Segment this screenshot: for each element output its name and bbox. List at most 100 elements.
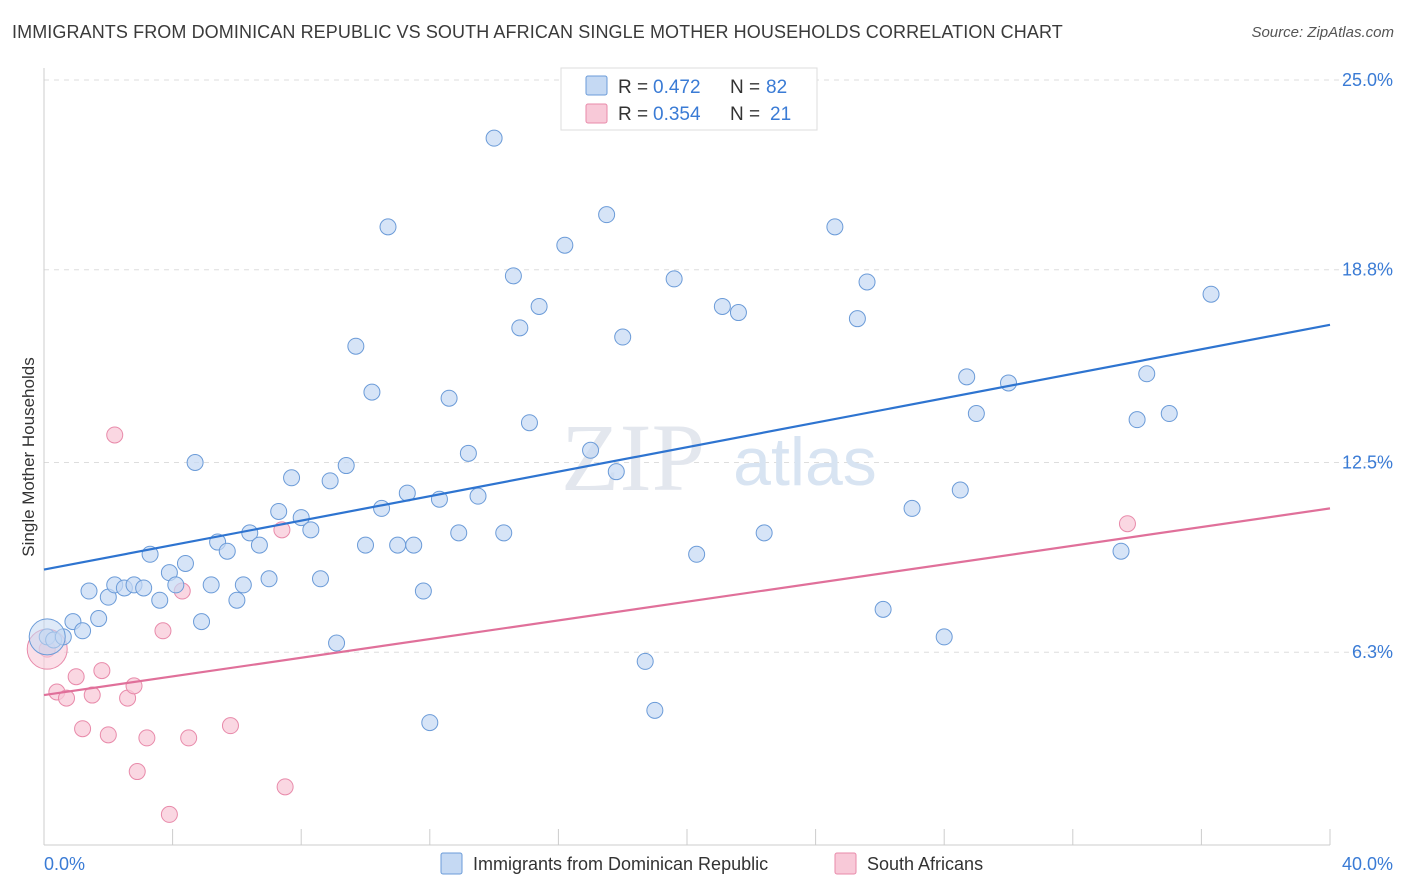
x-tick-label-max: 40.0%	[1342, 854, 1393, 874]
data-point-south-africans	[276, 778, 294, 796]
data-point-dominican-republic	[1112, 542, 1130, 560]
y-tick-label: 25.0%	[1342, 70, 1393, 90]
y-tick-label: 18.8%	[1342, 260, 1393, 280]
trendline-dominican-republic	[43, 323, 1331, 571]
y-tick-label: 12.5%	[1342, 453, 1393, 473]
data-point-dominican-republic	[389, 536, 407, 554]
legend-label-dominican-republic: Immigrants from Dominican Republic	[473, 854, 768, 874]
data-point-dominican-republic	[848, 310, 866, 328]
y-axis-label: Single Mother Households	[19, 357, 38, 556]
x-tick-label-min: 0.0%	[44, 854, 85, 874]
data-point-dominican-republic	[218, 542, 236, 560]
data-point-dominican-republic	[504, 267, 522, 285]
data-point-dominican-republic	[260, 570, 278, 588]
data-point-dominican-republic	[1160, 405, 1178, 423]
data-point-south-africans	[106, 426, 124, 444]
data-point-south-africans	[1118, 515, 1136, 533]
legend-swatch-south-africans	[834, 852, 857, 875]
data-point-dominican-republic	[421, 714, 439, 732]
data-point-dominican-republic	[202, 576, 220, 594]
trendline-south-africans	[43, 507, 1331, 697]
data-point-dominican-republic	[1202, 285, 1220, 303]
data-point-dominican-republic	[903, 499, 921, 517]
watermark-atlas: atlas	[733, 424, 877, 500]
legend-n-label: N =	[730, 77, 760, 98]
data-point-dominican-republic	[935, 628, 953, 646]
data-point-dominican-republic	[176, 554, 194, 572]
data-point-dominican-republic	[729, 304, 747, 322]
data-point-dominican-republic	[459, 444, 477, 462]
data-point-dominican-republic	[582, 441, 600, 459]
data-point-dominican-republic	[74, 622, 92, 640]
series-legend: Immigrants from Dominican Republic South…	[440, 852, 983, 875]
data-point-dominican-republic	[151, 591, 169, 609]
data-point-dominican-republic	[636, 652, 654, 670]
data-point-south-africans	[99, 726, 117, 744]
data-point-dominican-republic	[270, 502, 288, 520]
data-point-dominican-republic	[1138, 365, 1156, 383]
legend-r-label: R =	[618, 104, 648, 125]
gridlines	[44, 79, 1393, 653]
data-point-dominican-republic	[713, 297, 731, 315]
data-point-south-africans	[58, 689, 76, 707]
data-point-dominican-republic	[520, 414, 538, 432]
data-point-south-africans	[67, 668, 85, 686]
data-point-dominican-republic	[598, 206, 616, 224]
data-point-dominican-republic	[135, 579, 153, 597]
data-point-dominican-republic	[688, 545, 706, 563]
legend-n-value: 82	[766, 77, 787, 98]
data-point-dominican-republic	[311, 570, 329, 588]
data-point-dominican-republic	[250, 536, 268, 554]
data-point-dominican-republic	[646, 701, 664, 719]
data-point-dominican-republic	[328, 634, 346, 652]
data-point-dominican-republic	[379, 218, 397, 236]
data-point-dominican-republic	[405, 536, 423, 554]
data-point-dominican-republic	[614, 328, 632, 346]
data-point-dominican-republic	[302, 521, 320, 539]
data-point-dominican-republic	[167, 576, 185, 594]
data-point-south-africans	[160, 805, 178, 823]
legend-swatch-pink	[585, 103, 608, 124]
data-point-dominican-republic	[495, 524, 513, 542]
data-point-south-africans	[221, 717, 239, 735]
data-point-dominican-republic	[363, 383, 381, 401]
data-point-dominican-republic	[80, 582, 98, 600]
legend-n-value: 21	[770, 104, 791, 125]
data-point-dominican-republic	[1000, 374, 1017, 392]
data-point-dominican-republic	[874, 600, 892, 618]
data-point-dominican-republic	[228, 591, 246, 609]
legend-label-south-africans: South Africans	[867, 854, 983, 874]
data-point-dominican-republic	[90, 610, 108, 628]
data-point-dominican-republic	[511, 319, 529, 337]
data-point-south-africans	[180, 729, 198, 747]
data-point-dominican-republic	[440, 389, 458, 407]
data-point-dominican-republic	[556, 236, 574, 254]
data-point-dominican-republic	[469, 487, 487, 505]
legend-r-value: 0.472	[653, 77, 701, 98]
data-point-dominican-republic	[951, 481, 969, 499]
data-point-dominican-republic	[755, 524, 773, 542]
data-point-dominican-republic	[958, 368, 976, 386]
trendlines	[43, 323, 1331, 697]
series-dominican-republic	[28, 129, 1220, 732]
data-point-dominican-republic	[665, 270, 683, 288]
data-point-dominican-republic	[193, 613, 211, 631]
data-point-cluster-dominican-republic	[28, 618, 66, 656]
chart-title: IMMIGRANTS FROM DOMINICAN REPUBLIC VS SO…	[12, 22, 1063, 42]
data-point-dominican-republic	[450, 524, 468, 542]
y-tick-labels: 6.3% 12.5% 18.8% 25.0%	[1342, 70, 1393, 662]
legend-swatch-dominican-republic	[440, 852, 463, 875]
data-point-dominican-republic	[357, 536, 374, 554]
data-point-dominican-republic	[414, 582, 432, 600]
data-point-south-africans	[128, 763, 146, 781]
data-point-dominican-republic	[234, 576, 252, 594]
data-point-dominican-republic	[858, 273, 876, 291]
legend-n-label: N =	[730, 104, 760, 125]
data-point-dominican-republic	[967, 405, 985, 423]
data-point-dominican-republic	[485, 129, 503, 147]
data-point-dominican-republic	[186, 454, 204, 471]
data-point-south-africans	[74, 720, 92, 738]
data-point-dominican-republic	[530, 297, 548, 315]
legend-r-label: R =	[618, 77, 648, 98]
